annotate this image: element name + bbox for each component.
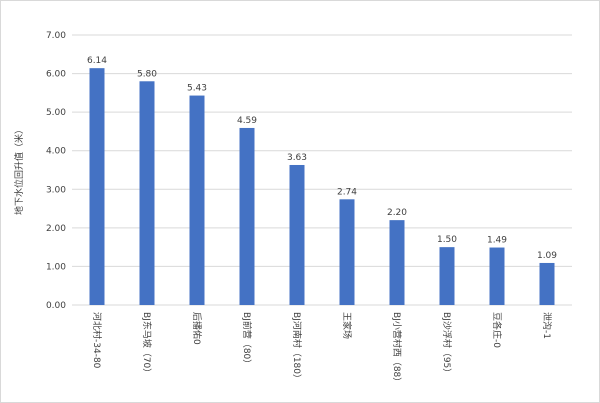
- y-axis-title: 地下水位回升值（米）: [13, 125, 25, 215]
- data-label: 2.74: [337, 187, 357, 197]
- category-label: BJ小营村西（88）: [391, 312, 403, 386]
- data-label: 1.09: [537, 251, 557, 261]
- bar: [539, 262, 555, 305]
- bar: [439, 247, 455, 305]
- bar: [239, 127, 255, 305]
- category-label: 后播佑0: [191, 312, 203, 345]
- data-label: 1.50: [437, 235, 457, 245]
- category-label: 豆各庄-0: [491, 312, 503, 348]
- bar: [89, 68, 105, 306]
- category-label: 王家场: [341, 312, 353, 339]
- y-axis-ticks: 0.00 1.00 2.00 3.00 4.00 5.00 6.00 7.00: [46, 31, 66, 311]
- bars: [89, 68, 555, 306]
- y-tick-label: 5.00: [46, 108, 66, 118]
- gridlines: [72, 34, 572, 306]
- data-labels: 6.14 5.80 5.43 4.59 3.63 2.74 2.20 1.50 1.49 1.09: [87, 56, 557, 261]
- y-tick-label: 6.00: [46, 70, 66, 80]
- bar: [189, 95, 205, 305]
- bar: [139, 81, 155, 306]
- bar: [289, 164, 305, 305]
- bar: [489, 247, 505, 305]
- category-label: 泄沟-1: [541, 312, 553, 339]
- y-tick-label: 1.00: [46, 262, 66, 272]
- y-tick-label: 3.00: [46, 185, 66, 195]
- data-label: 6.14: [87, 56, 107, 66]
- data-label: 1.49: [487, 236, 507, 246]
- category-label: BJ河南村（180）: [291, 312, 303, 383]
- y-tick-label: 7.00: [46, 31, 66, 41]
- category-label: BJ前营（80）: [241, 312, 253, 368]
- data-label: 4.59: [237, 116, 257, 126]
- bar: [389, 220, 405, 305]
- data-label: 5.80: [137, 69, 157, 79]
- category-label: BJ沙浮村（95）: [441, 312, 453, 377]
- y-tick-label: 0.00: [46, 301, 66, 311]
- data-label: 2.20: [387, 208, 407, 218]
- category-labels: 河北村-34-80 BJ东马坡（70） 后播佑0 BJ前营（80） BJ河南村（180）…: [91, 312, 553, 386]
- category-label: 河北村-34-80: [91, 312, 103, 369]
- category-label: BJ东马坡（70）: [141, 312, 153, 377]
- y-tick-label: 4.00: [46, 147, 66, 157]
- data-label: 5.43: [187, 84, 207, 94]
- bar: [339, 199, 355, 305]
- y-tick-label: 2.00: [46, 224, 66, 234]
- data-label: 3.63: [287, 153, 307, 163]
